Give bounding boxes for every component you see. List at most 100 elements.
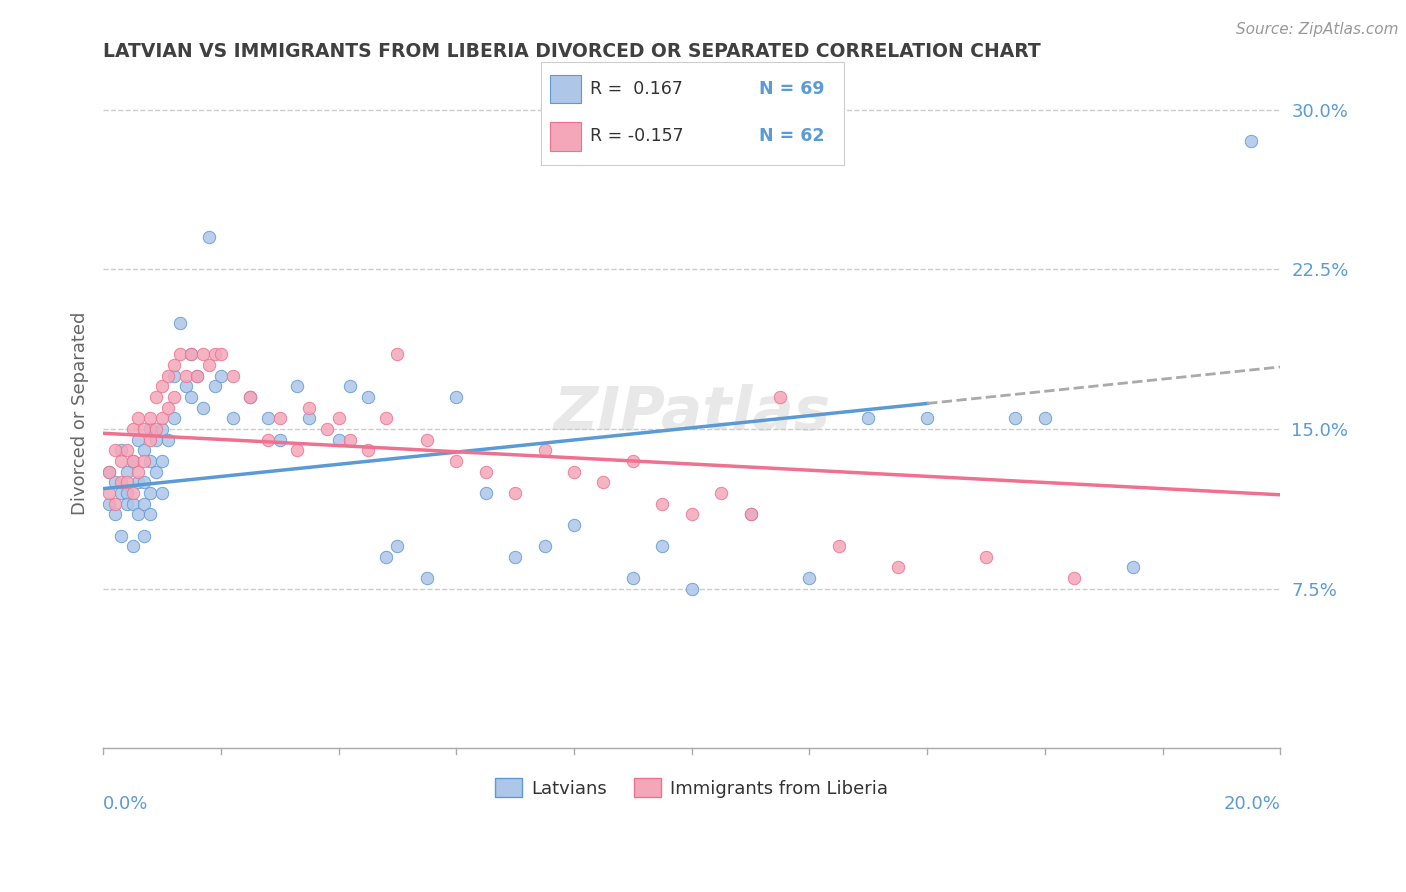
Point <box>110 486 132 500</box>
Point <box>121 454 143 468</box>
Point <box>974 549 997 564</box>
Point <box>121 539 143 553</box>
Point <box>592 475 614 490</box>
Point <box>298 401 321 415</box>
Point <box>115 443 138 458</box>
Point <box>104 475 127 490</box>
Point <box>104 497 127 511</box>
Point <box>145 390 167 404</box>
Text: N = 69: N = 69 <box>759 80 824 98</box>
Point <box>651 539 673 553</box>
Text: 20.0%: 20.0% <box>1223 796 1281 814</box>
Point <box>134 454 156 468</box>
Point <box>110 443 132 458</box>
Point <box>315 422 337 436</box>
Point <box>474 465 496 479</box>
Point <box>209 347 232 361</box>
Point <box>198 230 221 244</box>
Point <box>533 539 555 553</box>
Point <box>139 507 162 521</box>
Point <box>1240 135 1263 149</box>
Point <box>134 443 156 458</box>
Point <box>186 368 208 383</box>
Point <box>562 517 585 532</box>
Point <box>198 358 221 372</box>
Point <box>681 507 703 521</box>
Point <box>163 358 186 372</box>
Point <box>285 379 308 393</box>
Point <box>145 433 167 447</box>
Point <box>150 422 173 436</box>
Point <box>533 443 555 458</box>
Text: LATVIAN VS IMMIGRANTS FROM LIBERIA DIVORCED OR SEPARATED CORRELATION CHART: LATVIAN VS IMMIGRANTS FROM LIBERIA DIVOR… <box>103 42 1040 61</box>
Text: R = -0.157: R = -0.157 <box>589 128 683 145</box>
Bar <box>550 122 581 151</box>
Point <box>1004 411 1026 425</box>
Point <box>139 422 162 436</box>
Point <box>621 454 644 468</box>
Point <box>139 486 162 500</box>
Point <box>174 368 197 383</box>
Point <box>887 560 910 574</box>
Text: ZIPatlas: ZIPatlas <box>553 384 831 442</box>
Point <box>269 411 291 425</box>
Point <box>269 433 291 447</box>
Point <box>387 539 409 553</box>
Point <box>357 390 380 404</box>
Point <box>1122 560 1144 574</box>
Point <box>139 454 162 468</box>
Point <box>257 433 280 447</box>
Point <box>328 411 350 425</box>
Point <box>98 497 121 511</box>
Point <box>115 475 138 490</box>
Point <box>134 422 156 436</box>
Point <box>858 411 880 425</box>
Text: N = 62: N = 62 <box>759 128 824 145</box>
Point <box>221 368 243 383</box>
Point <box>374 549 396 564</box>
Point <box>150 379 173 393</box>
Point <box>828 539 851 553</box>
Point <box>339 433 361 447</box>
Point <box>115 486 138 500</box>
Point <box>145 465 167 479</box>
Text: R =  0.167: R = 0.167 <box>589 80 682 98</box>
Point <box>1063 571 1085 585</box>
Point <box>163 390 186 404</box>
Point <box>180 347 202 361</box>
Point <box>651 497 673 511</box>
Point <box>180 390 202 404</box>
Point <box>186 368 208 383</box>
Point <box>98 465 121 479</box>
Point <box>193 401 215 415</box>
Point <box>174 379 197 393</box>
Legend: Latvians, Immigrants from Liberia: Latvians, Immigrants from Liberia <box>486 769 897 806</box>
Point <box>110 528 132 542</box>
Point <box>110 454 132 468</box>
Point <box>98 465 121 479</box>
Point <box>121 497 143 511</box>
Point <box>150 486 173 500</box>
Point <box>156 433 179 447</box>
Point <box>209 368 232 383</box>
Point <box>799 571 821 585</box>
Point <box>387 347 409 361</box>
Point <box>339 379 361 393</box>
Point <box>115 497 138 511</box>
Point <box>257 411 280 425</box>
Point <box>328 433 350 447</box>
Point <box>134 528 156 542</box>
Text: Source: ZipAtlas.com: Source: ZipAtlas.com <box>1236 22 1399 37</box>
Point <box>239 390 262 404</box>
Point <box>769 390 792 404</box>
Point <box>121 454 143 468</box>
Point <box>298 411 321 425</box>
Point <box>239 390 262 404</box>
Point <box>169 347 191 361</box>
Point <box>104 443 127 458</box>
Point <box>374 411 396 425</box>
Point <box>180 347 202 361</box>
Point <box>621 571 644 585</box>
Point <box>127 475 149 490</box>
Point <box>127 465 149 479</box>
